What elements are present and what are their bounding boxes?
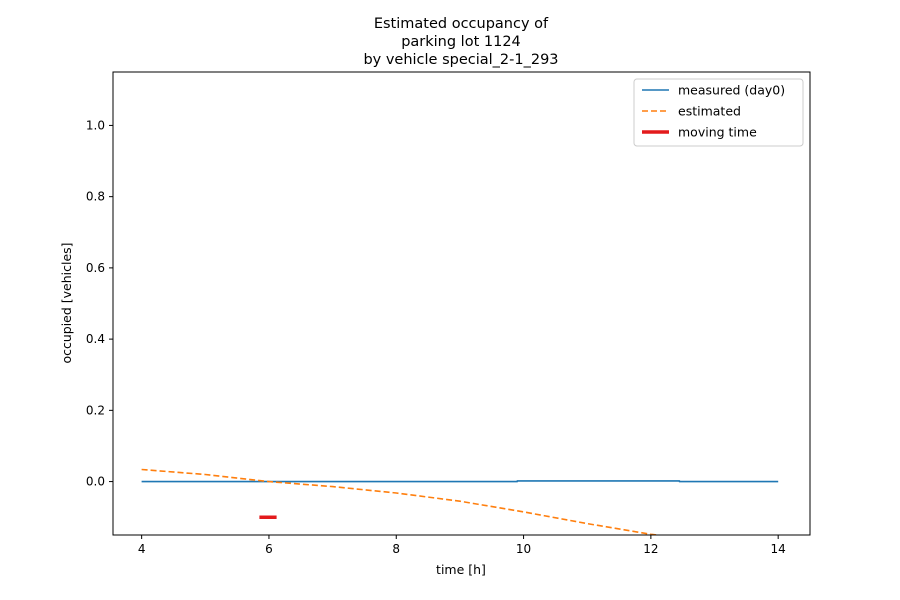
plot-frame [112,71,811,536]
x-axis-label: time [h] [436,562,486,577]
plot-lines [141,468,779,535]
legend-label-moving-time: moving time [678,125,757,140]
x-axis-ticks: 4 6 8 10 12 14 [138,535,786,556]
y-tick-label: 0.0 [86,475,105,489]
x-tick-label: 10 [516,542,531,556]
x-tick-label: 8 [392,542,400,556]
x-tick-label: 14 [771,542,786,556]
y-tick-label: 0.2 [86,403,105,417]
legend-label-estimated: estimated [678,104,741,119]
chart-title-line-2: parking lot 1124 [401,34,521,50]
x-tick-label: 6 [265,542,273,556]
y-tick-label: 0.6 [86,261,105,275]
y-tick-label: 0.4 [86,332,105,346]
legend: measured (day0) estimated moving time [633,78,804,147]
series-line-estimated [141,468,663,535]
legend-box [633,78,804,147]
chart-title-line-3: by vehicle special_2-1_293 [363,52,558,68]
series-line-measured-day0 [141,480,779,483]
x-tick-label: 12 [643,542,658,556]
y-axis-label: occupied [vehicles] [59,242,74,363]
y-tick-label: 1.0 [86,118,105,132]
x-tick-label: 4 [138,542,146,556]
legend-label-measured-day0: measured (day0) [678,83,785,98]
y-axis-ticks: 0.0 0.2 0.4 0.6 0.8 1.0 [86,118,113,489]
chart-title: Estimated occupancy of parking lot 1124 … [363,16,558,68]
chart-title-line-1: Estimated occupancy of [374,16,549,32]
y-tick-label: 0.8 [86,190,105,204]
